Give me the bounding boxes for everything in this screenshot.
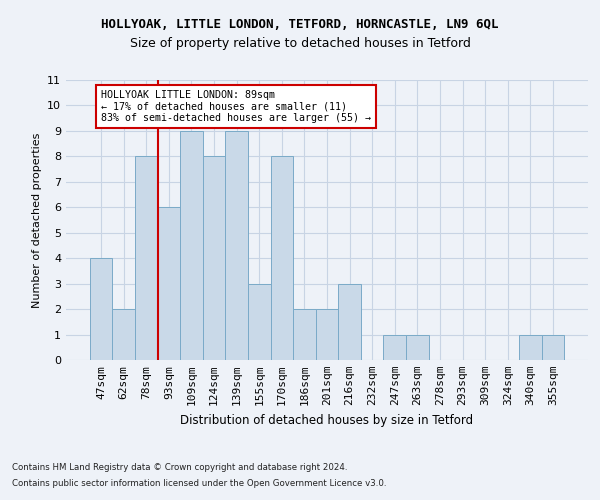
Bar — [112, 309, 135, 360]
Text: Contains public sector information licensed under the Open Government Licence v3: Contains public sector information licen… — [12, 478, 386, 488]
Y-axis label: Number of detached properties: Number of detached properties — [32, 132, 41, 308]
Text: Contains HM Land Registry data © Crown copyright and database right 2024.: Contains HM Land Registry data © Crown c… — [12, 464, 347, 472]
Bar — [248, 284, 271, 360]
Bar — [180, 131, 203, 360]
Bar — [338, 284, 361, 360]
Bar — [135, 156, 158, 360]
Text: HOLLYOAK, LITTLE LONDON, TETFORD, HORNCASTLE, LN9 6QL: HOLLYOAK, LITTLE LONDON, TETFORD, HORNCA… — [101, 18, 499, 30]
Bar — [90, 258, 112, 360]
Text: Size of property relative to detached houses in Tetford: Size of property relative to detached ho… — [130, 38, 470, 51]
Text: HOLLYOAK LITTLE LONDON: 89sqm
← 17% of detached houses are smaller (11)
83% of s: HOLLYOAK LITTLE LONDON: 89sqm ← 17% of d… — [101, 90, 371, 124]
Bar — [542, 334, 564, 360]
Bar — [158, 208, 180, 360]
X-axis label: Distribution of detached houses by size in Tetford: Distribution of detached houses by size … — [181, 414, 473, 426]
Bar — [293, 309, 316, 360]
Bar — [519, 334, 542, 360]
Bar — [316, 309, 338, 360]
Bar — [203, 156, 226, 360]
Bar — [226, 131, 248, 360]
Bar — [383, 334, 406, 360]
Bar — [271, 156, 293, 360]
Bar — [406, 334, 428, 360]
